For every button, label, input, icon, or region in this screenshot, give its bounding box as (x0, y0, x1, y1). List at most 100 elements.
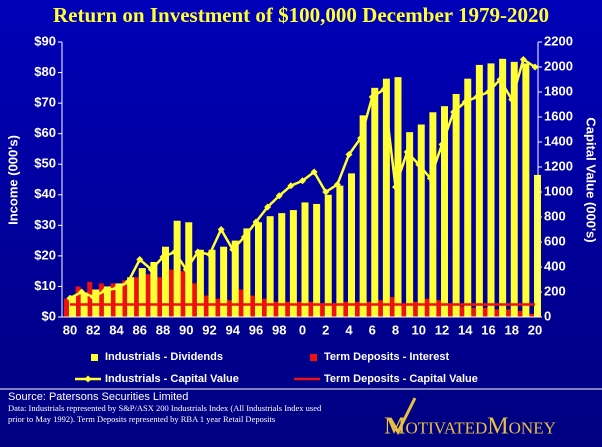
x-tick-label: 96 (249, 322, 263, 337)
y-tick-label: $50 (34, 156, 56, 171)
bar (110, 283, 116, 317)
marker (159, 253, 167, 261)
marker (78, 288, 86, 296)
bar (261, 298, 267, 317)
legend-marker (84, 375, 92, 383)
marker (182, 266, 190, 273)
x-tick-label: 10 (412, 322, 426, 337)
bar (348, 173, 355, 317)
bar (452, 93, 460, 317)
marker (519, 56, 527, 63)
bar (319, 303, 325, 317)
marker (89, 293, 97, 301)
bar (273, 301, 279, 317)
marker (66, 294, 74, 302)
bar (494, 309, 500, 317)
bar (331, 303, 337, 317)
footnote: Data: Industrials represented by S&P/ASX… (8, 403, 322, 424)
marker (531, 63, 539, 71)
marker (147, 266, 155, 273)
y-tick-label: $30 (34, 217, 56, 232)
bar (69, 295, 76, 317)
marker (473, 93, 481, 101)
y2-axis-label: Capital Value (000's) (584, 117, 599, 242)
y-tick-label: $20 (34, 247, 56, 262)
bar (145, 274, 151, 317)
marker (508, 96, 516, 103)
marker (299, 177, 306, 185)
x-tick-label: 90 (179, 322, 193, 337)
y-tick-label: $90 (34, 33, 56, 48)
marker (438, 141, 446, 148)
bar (510, 61, 518, 317)
bar (284, 301, 290, 317)
x-tick-label: 0 (299, 322, 306, 337)
marker (124, 278, 132, 286)
marker (357, 134, 365, 142)
bar (296, 301, 302, 317)
bar (278, 213, 286, 317)
bar (371, 87, 379, 317)
bar (441, 106, 448, 318)
bar (215, 298, 221, 317)
bar (162, 246, 169, 317)
marker (264, 203, 272, 211)
legend-label: Term Deposits - Interest (324, 351, 449, 363)
bar (231, 240, 239, 317)
marker (403, 148, 411, 156)
y2-tick-label: 400 (544, 258, 566, 273)
marker (287, 182, 295, 190)
y2-tick-label: 1600 (544, 108, 573, 123)
y2-tick-label: 1000 (544, 183, 573, 198)
y2-tick-label: 600 (544, 233, 566, 248)
y2-tick-label: 0 (544, 308, 551, 323)
x-tick-label: 6 (369, 322, 376, 337)
y-tick-label: $80 (34, 64, 56, 79)
bar (401, 304, 407, 317)
bar (168, 269, 174, 317)
legend-label: Industrials - Capital Value (105, 373, 239, 385)
bar (308, 301, 314, 317)
bar (313, 203, 321, 317)
marker (113, 284, 120, 292)
marker (275, 192, 283, 200)
bar (459, 306, 465, 317)
marker (392, 183, 399, 191)
x-tick-label: 16 (481, 322, 495, 337)
marker (310, 168, 318, 176)
marker (450, 108, 458, 116)
x-tick-label: 4 (345, 322, 353, 337)
x-tick-label: 8 (392, 322, 399, 337)
marker (136, 256, 144, 263)
marker (194, 248, 202, 256)
x-tick-label: 86 (133, 322, 147, 337)
marker (496, 76, 504, 83)
bar (115, 283, 123, 317)
marker (322, 188, 330, 196)
bar (429, 112, 437, 318)
y2-tick-label: 2000 (544, 58, 573, 73)
marker (252, 218, 260, 226)
y2-tick-label: 2200 (544, 33, 573, 48)
legend-swatch (310, 354, 317, 361)
marker (368, 93, 376, 101)
bar (103, 286, 111, 317)
y-tick-label: $10 (34, 278, 56, 293)
legend-label: Term Deposits - Capital Value (324, 373, 478, 385)
bar (196, 249, 204, 317)
bar (343, 301, 348, 317)
bar (436, 300, 441, 317)
y-tick-label: $40 (34, 186, 56, 201)
bar (382, 78, 390, 318)
bar (389, 297, 395, 317)
bar (191, 283, 197, 317)
bar (266, 216, 274, 317)
bar (150, 262, 158, 317)
bar (122, 280, 128, 317)
bar (412, 301, 418, 317)
y-tick-label: $70 (34, 95, 56, 110)
x-tick-label: 14 (458, 322, 473, 337)
bar (406, 132, 414, 317)
